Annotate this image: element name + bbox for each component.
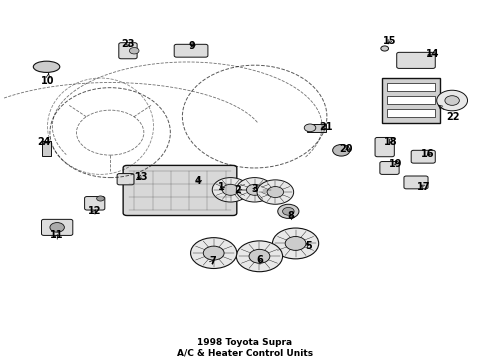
Text: 18: 18 xyxy=(384,137,397,147)
FancyBboxPatch shape xyxy=(411,150,435,163)
Circle shape xyxy=(257,180,294,204)
Bar xyxy=(42,141,51,156)
Circle shape xyxy=(285,237,306,251)
Circle shape xyxy=(304,124,316,132)
FancyBboxPatch shape xyxy=(174,44,208,57)
FancyBboxPatch shape xyxy=(380,162,399,174)
Text: 17: 17 xyxy=(416,181,430,192)
Ellipse shape xyxy=(33,61,60,72)
Text: 12: 12 xyxy=(88,206,101,216)
Circle shape xyxy=(222,184,239,195)
Text: 5: 5 xyxy=(305,241,312,251)
Text: 1: 1 xyxy=(218,182,224,192)
FancyBboxPatch shape xyxy=(85,197,105,210)
Bar xyxy=(382,78,440,123)
Circle shape xyxy=(333,144,350,156)
Text: 22: 22 xyxy=(439,105,460,122)
Circle shape xyxy=(129,48,139,54)
Text: 1998 Toyota Supra
A/C & Heater Control Units: 1998 Toyota Supra A/C & Heater Control U… xyxy=(177,338,313,357)
Text: 24: 24 xyxy=(37,137,50,147)
Circle shape xyxy=(249,249,270,263)
Circle shape xyxy=(272,228,318,259)
Circle shape xyxy=(278,204,299,219)
Text: 7: 7 xyxy=(209,256,216,266)
FancyBboxPatch shape xyxy=(42,219,73,235)
FancyBboxPatch shape xyxy=(119,43,137,59)
FancyBboxPatch shape xyxy=(123,165,237,216)
Text: 13: 13 xyxy=(135,172,148,182)
Bar xyxy=(387,96,435,104)
Circle shape xyxy=(381,46,389,51)
Circle shape xyxy=(283,207,294,215)
Circle shape xyxy=(212,177,249,202)
Text: 14: 14 xyxy=(426,49,440,59)
Circle shape xyxy=(246,184,263,195)
FancyBboxPatch shape xyxy=(117,174,134,185)
Circle shape xyxy=(97,196,104,201)
Circle shape xyxy=(445,96,459,105)
FancyBboxPatch shape xyxy=(404,176,428,189)
Text: 23: 23 xyxy=(122,39,135,49)
Circle shape xyxy=(267,186,284,198)
Text: 6: 6 xyxy=(256,255,263,265)
Bar xyxy=(387,83,435,91)
Text: 4: 4 xyxy=(195,176,201,186)
Text: 8: 8 xyxy=(287,211,294,221)
Bar xyxy=(307,124,326,132)
Bar xyxy=(387,109,435,117)
Circle shape xyxy=(236,241,283,272)
Text: 15: 15 xyxy=(383,36,396,46)
Circle shape xyxy=(437,90,467,111)
FancyBboxPatch shape xyxy=(397,52,435,68)
FancyBboxPatch shape xyxy=(375,138,394,157)
Text: 9: 9 xyxy=(189,41,196,51)
Text: 20: 20 xyxy=(340,144,353,154)
Circle shape xyxy=(191,238,237,269)
Text: 2: 2 xyxy=(234,185,242,195)
Text: 3: 3 xyxy=(251,184,258,194)
Text: 10: 10 xyxy=(41,73,54,86)
Text: 16: 16 xyxy=(421,149,435,159)
Circle shape xyxy=(203,246,224,260)
Circle shape xyxy=(50,222,64,232)
Text: 21: 21 xyxy=(319,122,333,132)
Circle shape xyxy=(236,177,273,202)
Text: 19: 19 xyxy=(389,159,402,169)
Text: 11: 11 xyxy=(50,230,64,240)
